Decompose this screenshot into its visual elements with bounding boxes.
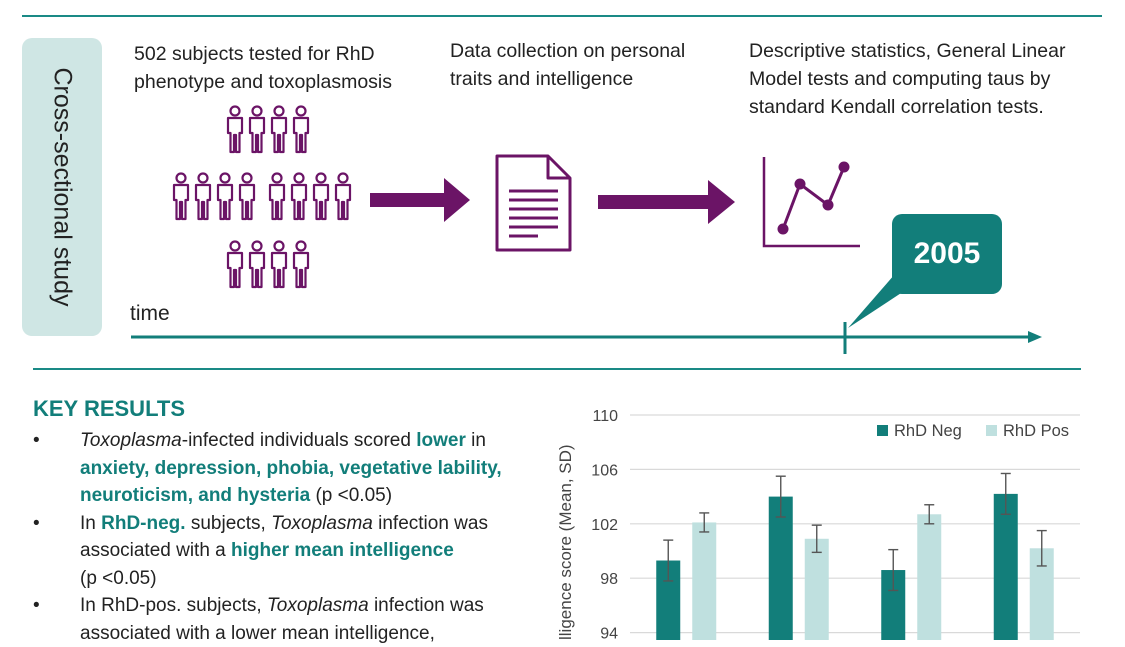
legend-swatch [877,425,888,436]
person-icon [270,240,288,289]
step-1-line-2: phenotype and toxoplasmosis [134,71,393,93]
study-type-label: Cross-sectional study [48,67,77,307]
y-tick-label: 102 [591,517,618,534]
step-3-line-1: Descriptive statistics, General Linear [749,40,1066,62]
person-icon [194,172,212,221]
result-text: Toxoplasma [80,430,182,451]
step-2-text: Data collection on personal traits and i… [450,37,685,93]
year-callout: 2005 [892,214,1002,294]
step-3-text: Descriptive statistics, General Linear M… [749,37,1065,121]
y-tick-label: 110 [592,408,618,425]
result-text: In [80,512,102,534]
y-tick-label: 106 [591,462,618,479]
result-text: subjects, [185,512,272,534]
y-tick-label: 98 [600,571,618,588]
step-1-line-1: 502 subjects tested for RhD [134,43,375,65]
person-icon [334,172,352,221]
chart-legend: RhD Neg RhD Pos [877,422,1069,440]
result-text: (p <0.05) [80,567,157,589]
person-icon [172,172,190,221]
result-text: infection was [368,595,484,616]
person-icon [226,105,244,154]
result-text: Toxoplasma [271,512,373,534]
study-type-tag [22,38,102,336]
result-text: -infected individuals scored [181,430,417,451]
bullet-dot: • [33,430,40,451]
step-2-line-2: traits and intelligence [450,68,634,90]
result-text: infection was [372,512,488,534]
step-1-text: 502 subjects tested for RhD phenotype an… [134,40,392,96]
result-highlight: RhD-neg. [101,512,186,534]
middle-divider [33,368,1081,370]
arrow-right-icon [370,178,470,222]
person-icon [290,172,308,221]
key-results-title: KEY RESULTS [33,396,185,421]
result-bullet-3: • In RhD-pos. subjects, Toxoplasma infec… [33,592,543,647]
document-icon [495,154,572,252]
result-text: Toxoplasma [266,595,369,616]
bar [917,514,942,640]
bar [692,522,717,640]
y-axis-label: lligence score (Mean, SD) [556,444,575,640]
bullet-dot: • [33,512,40,534]
legend-label: RhD Neg [894,422,962,440]
person-icon [270,105,288,154]
person-icon [292,105,310,154]
person-icon [238,172,256,221]
person-icon [312,172,330,221]
people-group-icon [172,105,352,289]
bar [768,496,793,640]
bullet-dot: • [33,595,40,616]
step-3-line-3: standard Kendall correlation tests. [749,96,1044,118]
line-chart-icon [762,157,860,248]
result-highlight: anxiety, depression, phobia, vegetative … [80,457,502,479]
legend-label: RhD Pos [1003,422,1069,440]
intelligence-bar-chart: lligence score (Mean, SD) 9498102106110 … [556,408,1080,640]
person-icon [226,240,244,289]
result-text: associated with a [80,540,232,561]
step-2-line-1: Data collection on personal [450,40,686,62]
result-highlight: neuroticism, and hysteria [80,485,311,506]
result-text: associated with a lower mean intelligenc… [80,622,435,644]
step-3-line-2: Model tests and computing taus by [749,68,1051,90]
timeline-label: time [130,302,170,325]
person-icon [268,172,286,221]
result-highlight: higher mean intelligence [231,540,454,561]
result-bullet-1: • Toxoplasma-infected individuals scored… [33,427,543,510]
y-tick-label: 94 [600,626,618,640]
bar [993,493,1018,640]
result-text: (p <0.05) [310,485,393,506]
top-divider [22,15,1102,17]
chart-bars [656,472,1054,640]
result-bullet-2: • In RhD-neg. subjects, Toxoplasma infec… [33,510,543,593]
timeline-axis [131,322,1042,354]
person-icon [248,240,266,289]
legend-swatch [986,425,997,436]
result-text: in [465,430,486,451]
key-results-list: • Toxoplasma-infected individuals scored… [33,427,543,647]
y-axis-ticks: 94 98 102 106 110 [591,408,618,640]
result-highlight: lower [416,430,466,451]
result-text: In RhD-pos. subjects, [80,595,267,616]
bar [804,538,829,640]
person-icon [292,240,310,289]
person-icon [216,172,234,221]
person-icon [248,105,266,154]
arrow-right-icon [598,180,735,224]
